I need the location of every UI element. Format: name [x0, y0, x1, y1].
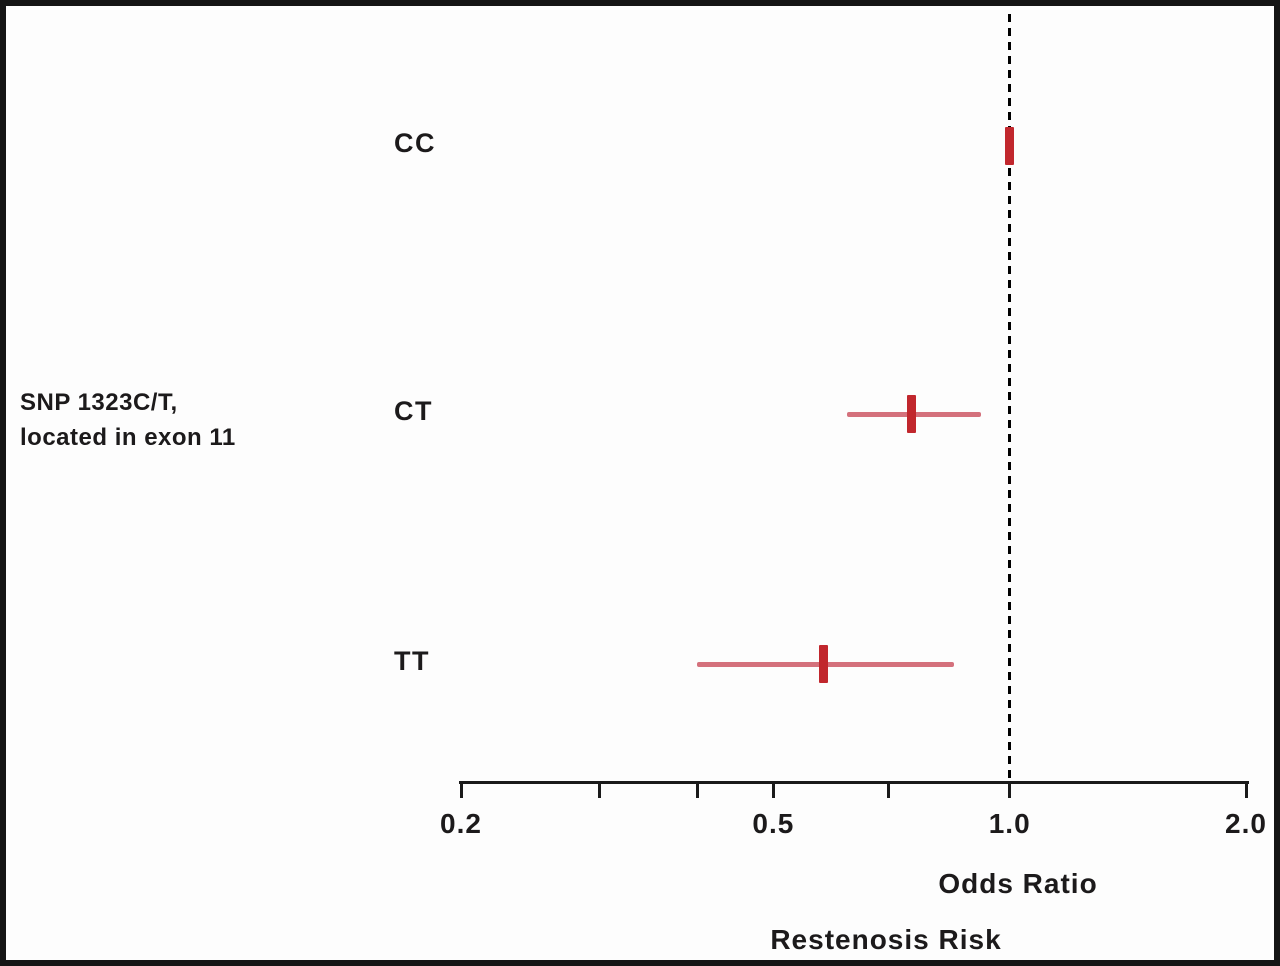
genotype-label-ct: CT	[394, 396, 433, 426]
x-axis-tick-label: 0.2	[440, 808, 482, 839]
or-marker-ct	[907, 395, 917, 433]
genotype-label-cc: CC	[394, 128, 436, 158]
genotype-label-tt: TT	[394, 646, 430, 676]
x-axis-tick	[459, 783, 463, 798]
x-axis-tick	[886, 783, 890, 798]
x-axis-tick	[1008, 783, 1012, 798]
x-axis-tick-label: 1.0	[988, 808, 1031, 839]
x-axis-tick-label: 2.0	[1225, 808, 1267, 839]
x-axis-title-odds-ratio: Odds Ratio	[938, 868, 1098, 899]
x-axis-subtitle-restenosis-risk: Restenosis Risk	[770, 924, 1002, 955]
x-axis-tick	[771, 783, 775, 798]
snp-group-label: SNP 1323C/T, located in exon 11	[20, 389, 236, 451]
x-axis-tick	[695, 783, 699, 798]
x-axis-tick	[597, 783, 601, 798]
x-axis-line	[459, 781, 1249, 784]
x-axis-tick	[1244, 783, 1248, 798]
or-marker-cc	[1005, 127, 1015, 165]
reference-line-or-1	[1008, 14, 1012, 781]
x-axis-tick-label: 0.5	[752, 808, 795, 839]
or-marker-tt	[819, 645, 829, 683]
plot-area: SNP 1323C/T, located in exon 11 Odds Rat…	[6, 6, 1274, 960]
